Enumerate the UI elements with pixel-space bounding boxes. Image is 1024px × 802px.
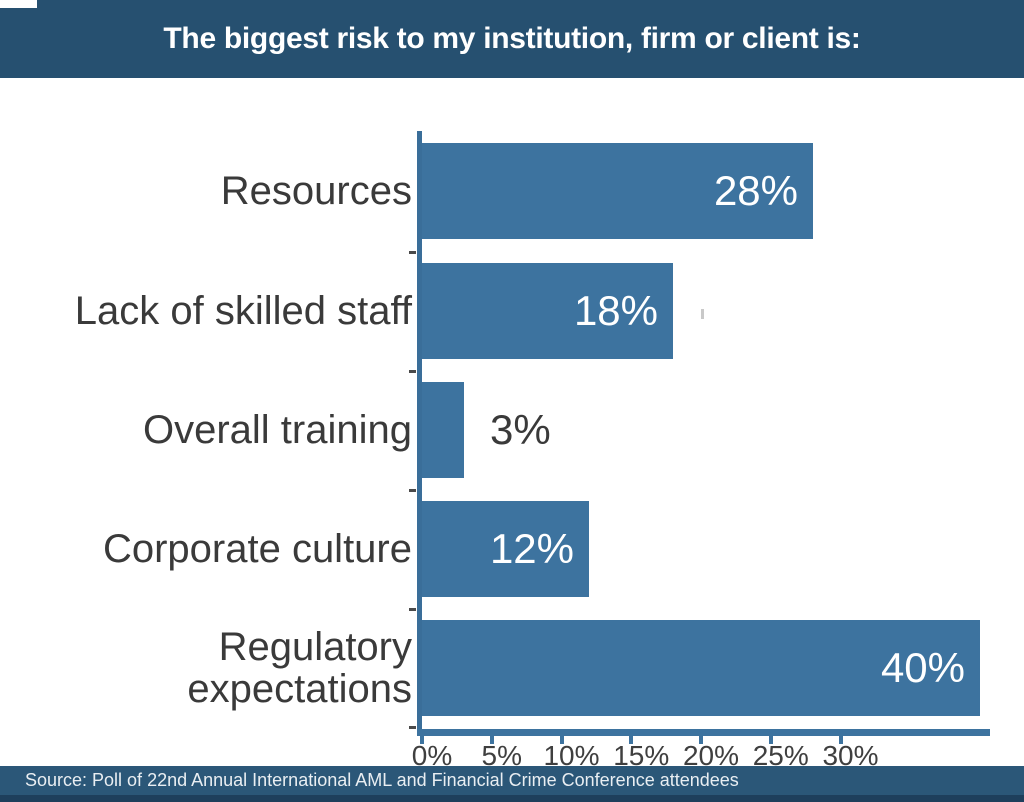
category-tick: [409, 251, 416, 254]
page-title: The biggest risk to my institution, firm…: [163, 22, 861, 55]
value-label: 3%: [490, 406, 551, 453]
category-tick: [409, 370, 416, 373]
x-axis-tick-label: 20%: [682, 740, 740, 771]
bar-1: 18%: [422, 263, 673, 359]
x-axis-tick: [699, 736, 703, 744]
value-label: 12%: [489, 525, 574, 572]
bar-0: 28%: [422, 143, 813, 239]
x-axis-tick-label: 25%: [752, 740, 809, 771]
value-label: 28%: [713, 167, 798, 214]
bar-chart-plot: 28% Resources 18% Lack of skilled staff 3% Ov…: [0, 78, 1024, 771]
category-label: Overall training: [142, 407, 412, 452]
footer-bottom-strip: [0, 795, 1024, 802]
bar-2: [422, 382, 464, 478]
category-label: Corporate culture: [102, 526, 412, 571]
x-axis-tick-label: 0%: [411, 740, 453, 771]
title-banner: The biggest risk to my institution, firm…: [0, 0, 1024, 78]
x-axis-tick: [420, 736, 424, 744]
stray-mark: [701, 309, 704, 319]
category-label: Lack of skilled staff: [74, 288, 412, 333]
bar-3: 12%: [422, 501, 589, 597]
x-axis-tick: [629, 736, 634, 744]
category-tick: [409, 726, 416, 729]
x-axis-tick-label: 10%: [543, 740, 600, 771]
source-text: Source: Poll of 22nd Annual Internationa…: [25, 770, 739, 790]
x-axis-tick-label: 5%: [481, 740, 522, 771]
category-tick: [409, 608, 416, 611]
category-label: Resources: [220, 168, 412, 213]
x-axis-tick: [838, 736, 843, 744]
corner-notch: [0, 0, 37, 8]
x-axis-tick-label: 15%: [613, 740, 670, 771]
value-label: 18%: [573, 287, 658, 334]
bar-4: 40%: [422, 620, 980, 716]
y-axis-line: [417, 131, 422, 736]
x-axis-line: [417, 729, 990, 736]
value-label: 40%: [880, 644, 965, 691]
x-axis-tick: [768, 736, 773, 744]
category-label: Regulatory expectations: [187, 624, 412, 711]
x-axis-tick: [489, 736, 494, 744]
x-axis-tick: [559, 736, 564, 744]
x-axis-tick-label: 30%: [822, 740, 879, 771]
category-tick: [409, 489, 416, 492]
